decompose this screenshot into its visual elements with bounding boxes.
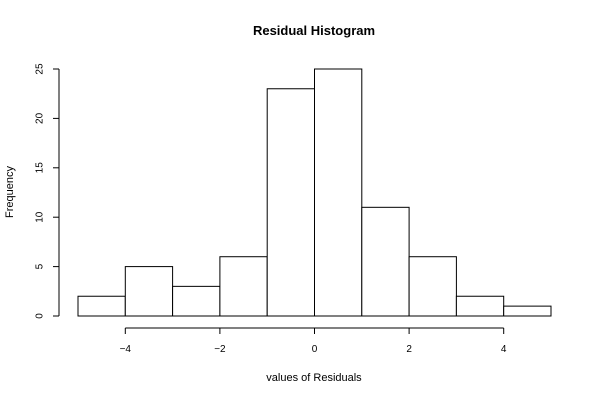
x-tick-label: −2 xyxy=(214,344,226,355)
x-tick-label: 4 xyxy=(501,344,507,355)
x-axis: −4 −2 0 2 4 xyxy=(120,327,507,355)
y-axis-label: Frequency xyxy=(4,166,16,218)
y-tick-label: 25 xyxy=(35,63,46,75)
y-tick-label: 20 xyxy=(35,112,46,124)
histogram-bar xyxy=(314,68,363,317)
y-tick-label: 10 xyxy=(35,211,46,223)
histogram-bar xyxy=(219,256,268,317)
histogram-bar xyxy=(172,285,221,317)
histogram-bar xyxy=(455,295,505,317)
histogram-bar xyxy=(408,256,457,317)
histogram-bar xyxy=(361,206,410,317)
x-tick-label: −4 xyxy=(120,344,132,355)
y-tick-label: 5 xyxy=(35,263,46,269)
x-tick-label: 0 xyxy=(312,344,318,355)
x-axis-label: values of Residuals xyxy=(266,372,362,384)
histogram-bar xyxy=(124,266,174,317)
histogram-bar xyxy=(266,88,316,317)
x-tick-label: 2 xyxy=(406,344,412,355)
y-tick-label: 0 xyxy=(35,313,46,319)
y-tick-label: 15 xyxy=(35,162,46,174)
chart-title: Residual Histogram xyxy=(253,23,375,38)
histogram-bars xyxy=(77,68,552,317)
histogram-bar xyxy=(77,295,126,317)
y-axis: 0 5 10 15 20 25 xyxy=(35,63,60,319)
histogram-bar xyxy=(503,305,552,317)
